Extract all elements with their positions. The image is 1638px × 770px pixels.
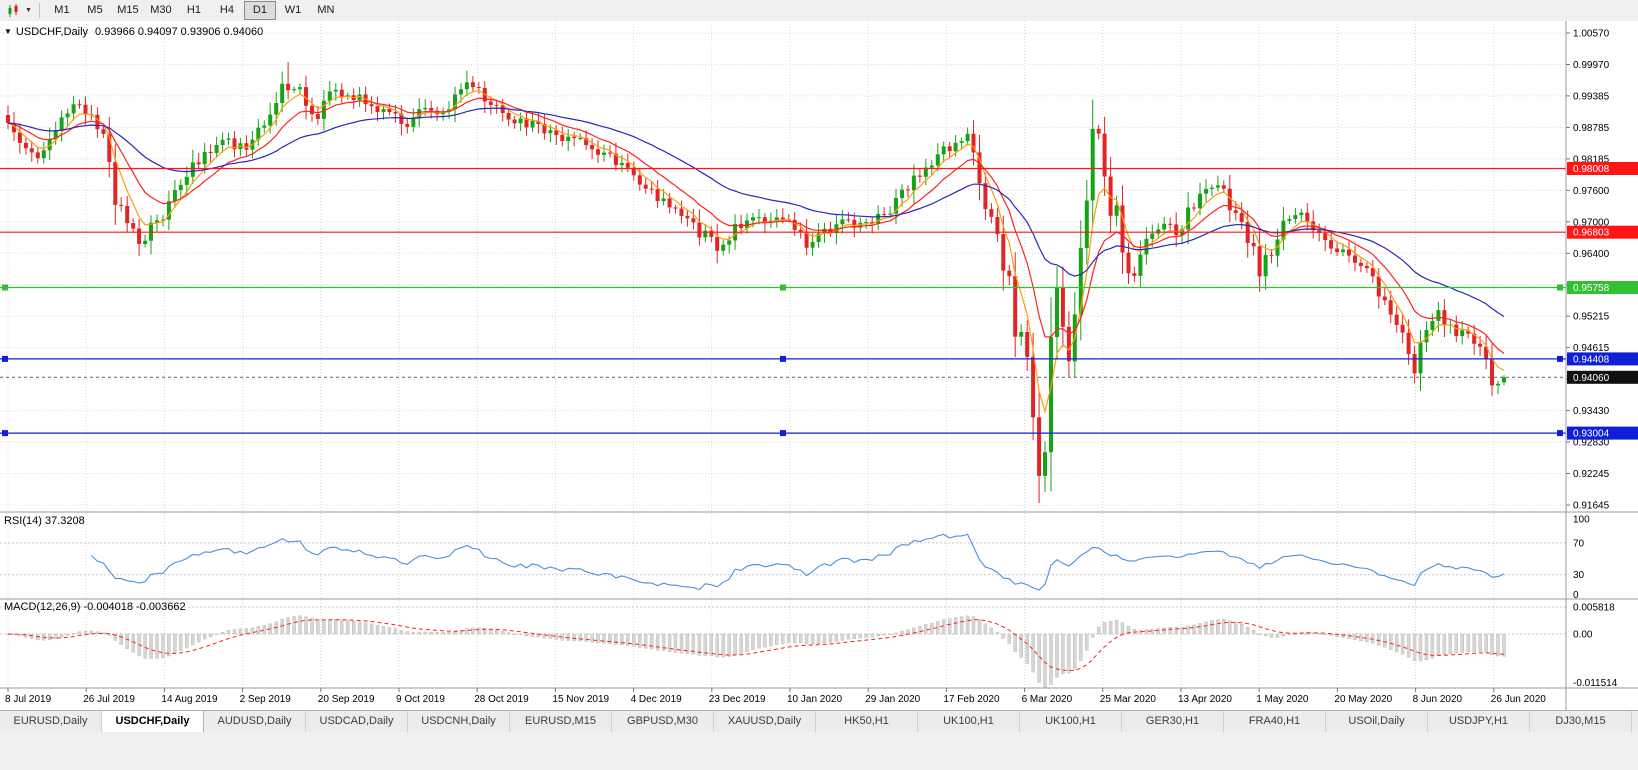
timeframe-button-h1[interactable]: H1 <box>186 4 201 16</box>
svg-text:0.005818: 0.005818 <box>1573 603 1615 614</box>
svg-text:4 Dec 2019: 4 Dec 2019 <box>631 694 683 705</box>
svg-text:8 Jul 2019: 8 Jul 2019 <box>5 694 52 705</box>
svg-text:26 Jun 2020: 26 Jun 2020 <box>1491 694 1546 705</box>
svg-text:25 Mar 2020: 25 Mar 2020 <box>1100 694 1157 705</box>
chart-tab-xauusd-daily[interactable]: XAUUSD,Daily <box>714 711 816 733</box>
rsi-indicator-name: RSI(14) <box>4 515 42 527</box>
timeframe-button-mn[interactable]: MN <box>317 4 335 16</box>
chart-tab-usdcnh-daily[interactable]: USDCNH,Daily <box>408 711 510 733</box>
svg-text:0.93004: 0.93004 <box>1573 429 1610 440</box>
symbol-dropdown-triangle-icon[interactable]: ▼ <box>4 27 12 36</box>
timeframe-button-d1[interactable]: D1 <box>243 1 276 20</box>
chart-ohlc-values: 0.93966 0.94097 0.93906 0.94060 <box>95 26 264 38</box>
chart-tab-usdjpy-h1[interactable]: USDJPY,H1 <box>1428 711 1530 733</box>
toolbar: ▼ M1 M5 M15 M30 H1 H4 D1 W1 MN <box>0 0 1638 22</box>
svg-text:0: 0 <box>1573 590 1579 601</box>
svg-text:0.96400: 0.96400 <box>1573 249 1610 260</box>
chart-tab-audusd-daily[interactable]: AUDUSD,Daily <box>204 711 306 733</box>
svg-text:0.97000: 0.97000 <box>1573 217 1610 228</box>
svg-text:0.99970: 0.99970 <box>1573 60 1610 71</box>
timeframe-button-h4[interactable]: H4 <box>219 4 234 16</box>
macd-label: MACD(12,26,9) -0.004018 -0.003662 <box>4 601 186 613</box>
svg-text:0.95758: 0.95758 <box>1573 283 1610 294</box>
svg-text:70: 70 <box>1573 538 1585 549</box>
svg-text:30: 30 <box>1573 570 1585 581</box>
chart-tab-eurusd-daily[interactable]: EURUSD,Daily <box>0 711 102 733</box>
chart-tab-hk50-h1[interactable]: HK50,H1 <box>816 711 918 733</box>
timeframe-buttons: M1 M5 M15 M30 H1 H4 D1 W1 MN <box>46 1 342 20</box>
macd-indicator-name: MACD(12,26,9) <box>4 601 81 613</box>
price-scale[interactable] <box>1567 21 1638 710</box>
timeframe-button-w1[interactable]: W1 <box>284 4 302 16</box>
chart-symbol-label: USDCHF,Daily <box>15 26 89 38</box>
rsi-indicator-value: 37.3208 <box>44 515 85 527</box>
svg-text:0.99385: 0.99385 <box>1573 91 1610 102</box>
chart-dropdown-caret-icon[interactable]: ▼ <box>25 7 32 14</box>
svg-text:0.94408: 0.94408 <box>1573 354 1610 365</box>
svg-text:0.93430: 0.93430 <box>1573 406 1610 417</box>
svg-text:10 Jan 2020: 10 Jan 2020 <box>787 694 842 705</box>
svg-text:0.91645: 0.91645 <box>1573 501 1610 512</box>
svg-text:0.97600: 0.97600 <box>1573 186 1610 197</box>
toolbar-separator <box>38 3 40 18</box>
svg-text:26 Jul 2019: 26 Jul 2019 <box>83 694 135 705</box>
svg-text:0.94060: 0.94060 <box>1573 373 1610 384</box>
svg-text:6 Mar 2020: 6 Mar 2020 <box>1022 694 1073 705</box>
svg-text:0.00: 0.00 <box>1573 630 1593 641</box>
svg-text:100: 100 <box>1573 515 1590 526</box>
chart-canvas[interactable]: 1.00570 0.99970 0.99385 0.98785 0.98185 0.976… <box>0 21 1638 710</box>
timeframe-button-m5[interactable]: M5 <box>87 4 103 16</box>
rsi-label: RSI(14) 37.3208 <box>4 515 85 527</box>
svg-text:0.94615: 0.94615 <box>1573 343 1610 354</box>
svg-text:28 Oct 2019: 28 Oct 2019 <box>474 694 529 705</box>
chart-tab-uk100-h1[interactable]: UK100,H1 <box>918 711 1020 733</box>
svg-text:0.98008: 0.98008 <box>1573 164 1610 175</box>
macd-indicator-values: -0.004018 -0.003662 <box>83 601 186 613</box>
timeframe-button-m1[interactable]: M1 <box>54 4 70 16</box>
svg-text:-0.011514: -0.011514 <box>1573 678 1618 689</box>
chart-tab-bar: EURUSD,Daily USDCHF,Daily AUDUSD,Daily USDC… <box>0 710 1638 733</box>
svg-text:14 Aug 2019: 14 Aug 2019 <box>161 694 218 705</box>
time-scale[interactable] <box>0 688 1566 710</box>
chart-tab-ger30-h1[interactable]: GER30,H1 <box>1122 711 1224 733</box>
svg-text:0.92830: 0.92830 <box>1573 438 1610 449</box>
timeframe-button-m30[interactable]: M30 <box>150 4 172 16</box>
chart-tab-usoil-daily[interactable]: USOil,Daily <box>1326 711 1428 733</box>
bottom-filler <box>0 732 1638 770</box>
chart-window[interactable]: 1.00570 0.99970 0.99385 0.98785 0.98185 0.976… <box>0 21 1638 710</box>
svg-text:0.95215: 0.95215 <box>1573 312 1610 323</box>
svg-text:0.92245: 0.92245 <box>1573 469 1610 480</box>
candlestick-chart-icon[interactable] <box>4 3 24 19</box>
chart-tab-usdcad-daily[interactable]: USDCAD,Daily <box>306 711 408 733</box>
chart-tab-gbpusd-m30[interactable]: GBPUSD,M30 <box>612 711 714 733</box>
svg-text:0.98785: 0.98785 <box>1573 123 1610 134</box>
svg-text:1 May 2020: 1 May 2020 <box>1256 694 1309 705</box>
svg-text:8 Jun 2020: 8 Jun 2020 <box>1413 694 1463 705</box>
svg-text:23 Dec 2019: 23 Dec 2019 <box>709 694 766 705</box>
svg-text:0.96803: 0.96803 <box>1573 228 1610 239</box>
svg-text:20 Sep 2019: 20 Sep 2019 <box>318 694 375 705</box>
svg-text:9 Oct 2019: 9 Oct 2019 <box>396 694 445 705</box>
svg-text:13 Apr 2020: 13 Apr 2020 <box>1178 694 1232 705</box>
chart-tab-fra40-h1[interactable]: FRA40,H1 <box>1224 711 1326 733</box>
svg-text:29 Jan 2020: 29 Jan 2020 <box>865 694 920 705</box>
timeframe-button-m15[interactable]: M15 <box>117 4 139 16</box>
svg-text:17 Feb 2020: 17 Feb 2020 <box>943 694 1000 705</box>
chart-tab-dj30-m15[interactable]: DJ30,M15 <box>1530 711 1632 733</box>
svg-text:1.00570: 1.00570 <box>1573 29 1610 40</box>
chart-title: ▼ USDCHF,Daily 0.93966 0.94097 0.93906 0.9… <box>4 26 263 38</box>
svg-text:0.98185: 0.98185 <box>1573 154 1610 165</box>
svg-text:2 Sep 2019: 2 Sep 2019 <box>240 694 292 705</box>
chart-tab-uk100-h1[interactable]: UK100,H1 <box>1020 711 1122 733</box>
svg-text:15 Nov 2019: 15 Nov 2019 <box>552 694 609 705</box>
chart-tab-eurusd-m15[interactable]: EURUSD,M15 <box>510 711 612 733</box>
chart-tab-usdchf-daily[interactable]: USDCHF,Daily <box>102 711 204 733</box>
svg-text:20 May 2020: 20 May 2020 <box>1334 694 1392 705</box>
